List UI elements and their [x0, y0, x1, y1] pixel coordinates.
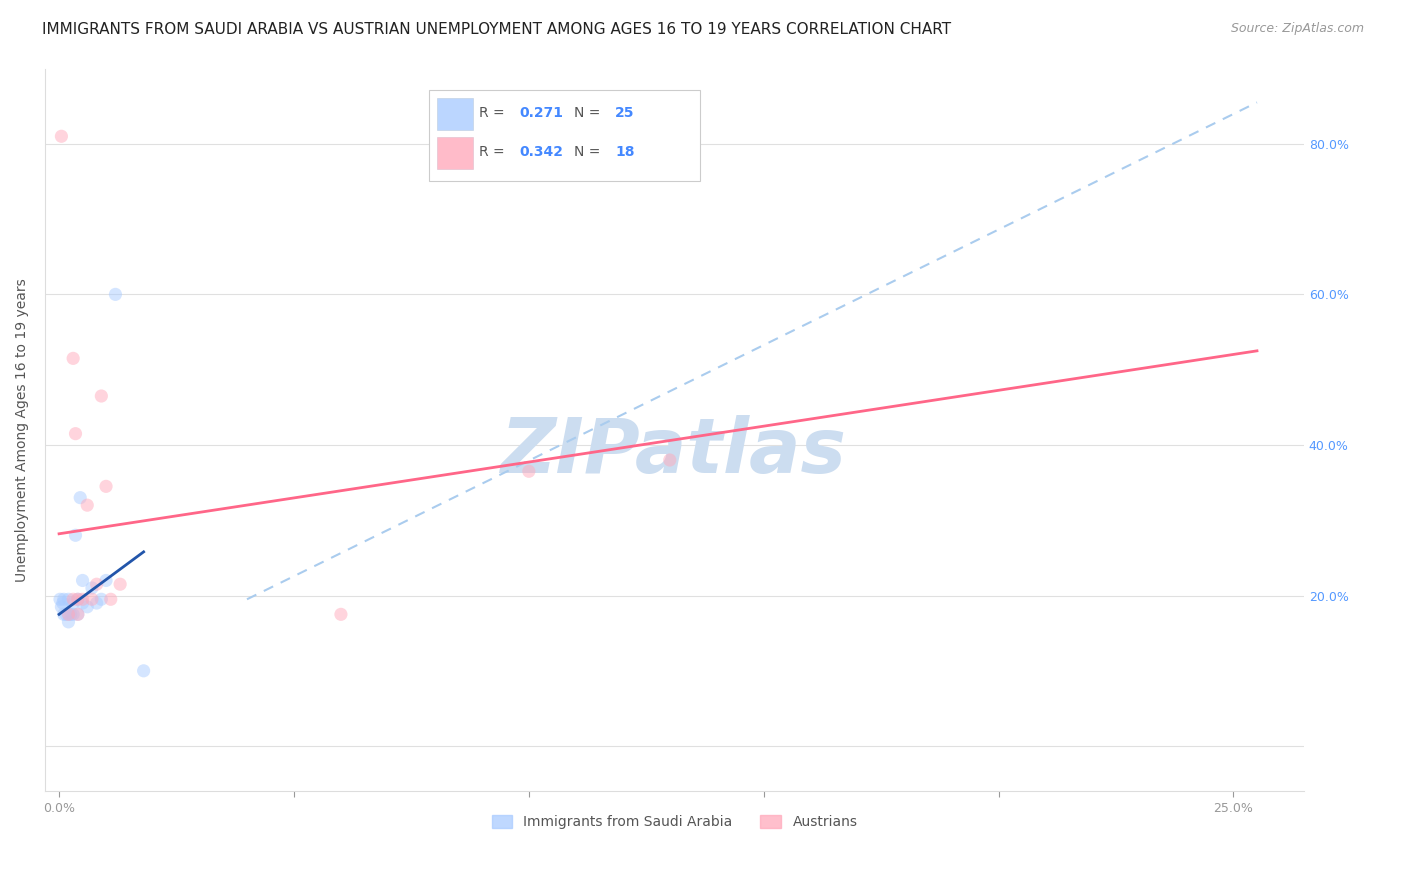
Point	[104, 287, 127, 301]
Point	[52, 607, 75, 622]
Point	[62, 351, 84, 366]
FancyBboxPatch shape	[436, 98, 472, 130]
Point	[58, 615, 80, 629]
Point	[55, 607, 77, 622]
Text: N =: N =	[574, 145, 605, 159]
Point	[52, 592, 75, 607]
Text: 25: 25	[616, 105, 634, 120]
Point	[66, 592, 89, 607]
Point	[658, 453, 681, 467]
FancyBboxPatch shape	[429, 90, 700, 180]
Point	[51, 129, 73, 144]
Text: R =: R =	[479, 105, 509, 120]
Point	[58, 592, 80, 607]
Legend: Immigrants from Saudi Arabia, Austrians: Immigrants from Saudi Arabia, Austrians	[486, 809, 863, 835]
Point	[86, 577, 108, 591]
Point	[72, 574, 94, 588]
Point	[66, 607, 89, 622]
Text: 0.271: 0.271	[520, 105, 564, 120]
Point	[66, 592, 89, 607]
Text: 18: 18	[616, 145, 634, 159]
Point	[100, 592, 122, 607]
Point	[72, 596, 94, 610]
Text: R =: R =	[479, 145, 509, 159]
Point	[51, 599, 73, 614]
Point	[65, 528, 87, 542]
Text: Source: ZipAtlas.com: Source: ZipAtlas.com	[1230, 22, 1364, 36]
Point	[132, 664, 155, 678]
Point	[65, 426, 87, 441]
Point	[58, 607, 80, 622]
Point	[94, 574, 117, 588]
Y-axis label: Unemployment Among Ages 16 to 19 years: Unemployment Among Ages 16 to 19 years	[15, 278, 30, 582]
Point	[80, 592, 103, 607]
Point	[66, 607, 89, 622]
Point	[90, 592, 112, 607]
Point	[94, 479, 117, 493]
Point	[52, 596, 75, 610]
FancyBboxPatch shape	[436, 137, 472, 169]
Point	[86, 596, 108, 610]
Point	[76, 498, 98, 512]
Point	[90, 389, 112, 403]
Point	[59, 607, 82, 622]
Point	[329, 607, 352, 622]
Point	[62, 592, 84, 607]
Point	[72, 592, 94, 607]
Point	[62, 596, 84, 610]
Point	[108, 577, 131, 591]
Point	[49, 592, 72, 607]
Text: ZIPatlas: ZIPatlas	[502, 415, 848, 489]
Point	[76, 599, 98, 614]
Text: IMMIGRANTS FROM SAUDI ARABIA VS AUSTRIAN UNEMPLOYMENT AMONG AGES 16 TO 19 YEARS : IMMIGRANTS FROM SAUDI ARABIA VS AUSTRIAN…	[42, 22, 952, 37]
Point	[58, 607, 80, 622]
Point	[62, 607, 84, 622]
Text: 0.342: 0.342	[520, 145, 564, 159]
Point	[69, 491, 91, 505]
Text: N =: N =	[574, 105, 605, 120]
Point	[517, 464, 540, 478]
Point	[80, 581, 103, 595]
